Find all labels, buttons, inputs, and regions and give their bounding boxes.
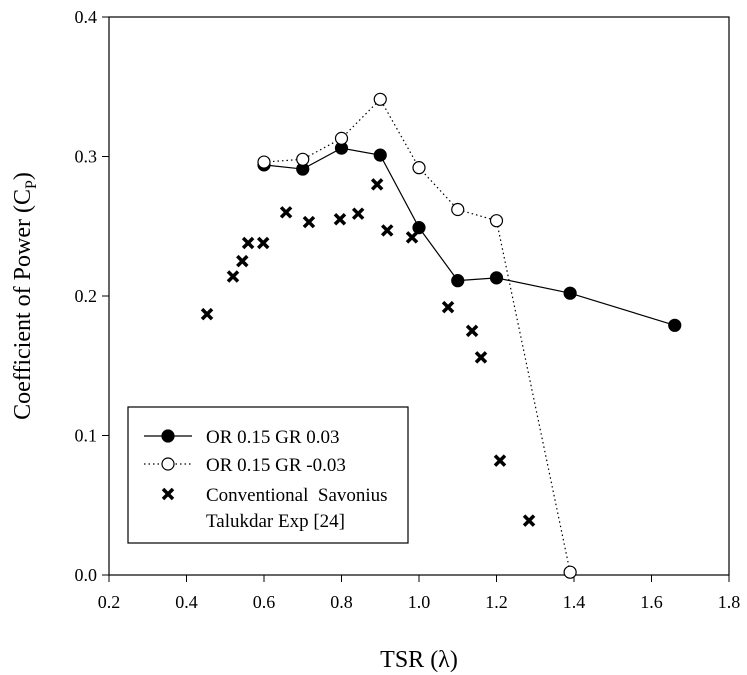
- y-axis-label: Coefficient of Power (CP): [10, 172, 40, 420]
- x-tick-label: 1.2: [485, 592, 508, 612]
- open-circle-point: [161, 457, 175, 471]
- filled-circle-point: [563, 286, 577, 300]
- open-circle-point: [563, 565, 577, 579]
- legend-label: OR 0.15 GR -0.03: [206, 455, 346, 476]
- x-tick-label: 1.8: [718, 592, 741, 612]
- x-tick-label: 1.0: [408, 592, 431, 612]
- x-marker-point: [161, 487, 175, 501]
- legend: OR 0.15 GR 0.03 OR 0.15 GR -0.03 Conventio…: [127, 406, 409, 544]
- filled-circle-point: [373, 148, 387, 162]
- open-circle-point: [451, 202, 465, 217]
- filled-circle-point: [668, 318, 682, 332]
- x-marker-point: [493, 454, 507, 467]
- x-marker-point: [302, 215, 316, 229]
- x-marker-point: [405, 231, 419, 244]
- legend-box: [127, 406, 409, 544]
- open-circle-point: [489, 214, 504, 228]
- x-marker-point: [241, 236, 255, 250]
- filled-circle-point: [489, 271, 504, 285]
- open-circle-point: [412, 161, 426, 175]
- x-tick-label: 0.2: [98, 592, 121, 612]
- y-tick-label: 0.4: [75, 7, 98, 27]
- x-marker-point: [370, 178, 384, 191]
- x-tick-label: 1.4: [563, 592, 586, 612]
- x-marker-point: [441, 300, 455, 314]
- x-axis-label: TSR (λ): [380, 647, 458, 673]
- x-marker-point: [236, 254, 249, 268]
- open-circle-point: [373, 92, 387, 106]
- y-tick-label: 0.0: [75, 565, 98, 585]
- legend-label: Conventional Savonius: [206, 485, 388, 506]
- x-tick-label: 0.8: [330, 592, 353, 612]
- x-tick-label: 0.6: [253, 592, 276, 612]
- x-marker-point: [474, 351, 488, 364]
- filled-circle-point: [412, 221, 426, 235]
- x-marker-point: [279, 206, 293, 219]
- x-tick-label: 1.6: [640, 592, 663, 612]
- y-tick-label: 0.2: [75, 286, 98, 306]
- open-circle-point: [257, 155, 271, 169]
- open-circle-point: [334, 131, 349, 145]
- filled-circle-point: [161, 429, 175, 443]
- x-marker-point: [465, 324, 479, 338]
- x-marker-point: [351, 207, 365, 220]
- marks: [200, 92, 682, 579]
- series-line-0: [263, 147, 675, 326]
- x-marker-point: [226, 270, 240, 283]
- x-marker-point: [380, 224, 394, 237]
- series-line-1: [263, 98, 571, 573]
- x-marker-point: [256, 236, 270, 250]
- open-circle-point: [296, 152, 310, 166]
- y-tick-label: 0.1: [75, 426, 98, 446]
- x-marker-point: [333, 213, 347, 226]
- x-marker-point: [522, 514, 536, 527]
- legend-label: OR 0.15 GR 0.03: [206, 427, 340, 448]
- filled-circle-point: [451, 274, 465, 288]
- axes: 0.2 0.4 0.6 0.8 1.0 1.2 1.4 1.6 1.8 0.0 0.1 0.2 0.3 0…: [75, 7, 741, 612]
- x-marker-point: [200, 307, 214, 321]
- y-tick-label: 0.3: [75, 147, 98, 167]
- legend-label-line2: Talukdar Exp [24]: [206, 511, 345, 532]
- x-tick-label: 0.4: [175, 592, 198, 612]
